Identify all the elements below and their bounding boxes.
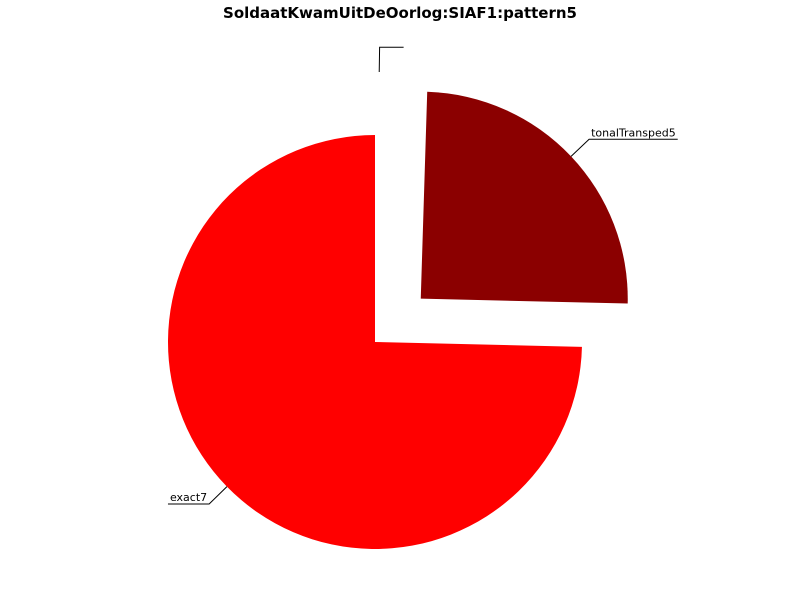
slice-label-exact7: exact7: [170, 491, 207, 504]
leader-line-exact7: [167, 486, 228, 505]
chart-title: SoldaatKwamUitDeOorlog:SIAF1:pattern5: [223, 4, 577, 22]
pie-slice-slice-0: [375, 72, 383, 280]
leader-line-tonalTransped5: [570, 138, 678, 157]
pie-slice-tonalTransped5: [420, 91, 628, 304]
leader-line-slice-0: [378, 46, 404, 73]
pie-slice-exact7: [167, 135, 582, 549]
pie-slices: [167, 72, 628, 549]
pie-labels: tonalTransped5 exact7: [167, 46, 678, 505]
slice-label-tonalTransped5: tonalTransped5: [591, 126, 676, 139]
